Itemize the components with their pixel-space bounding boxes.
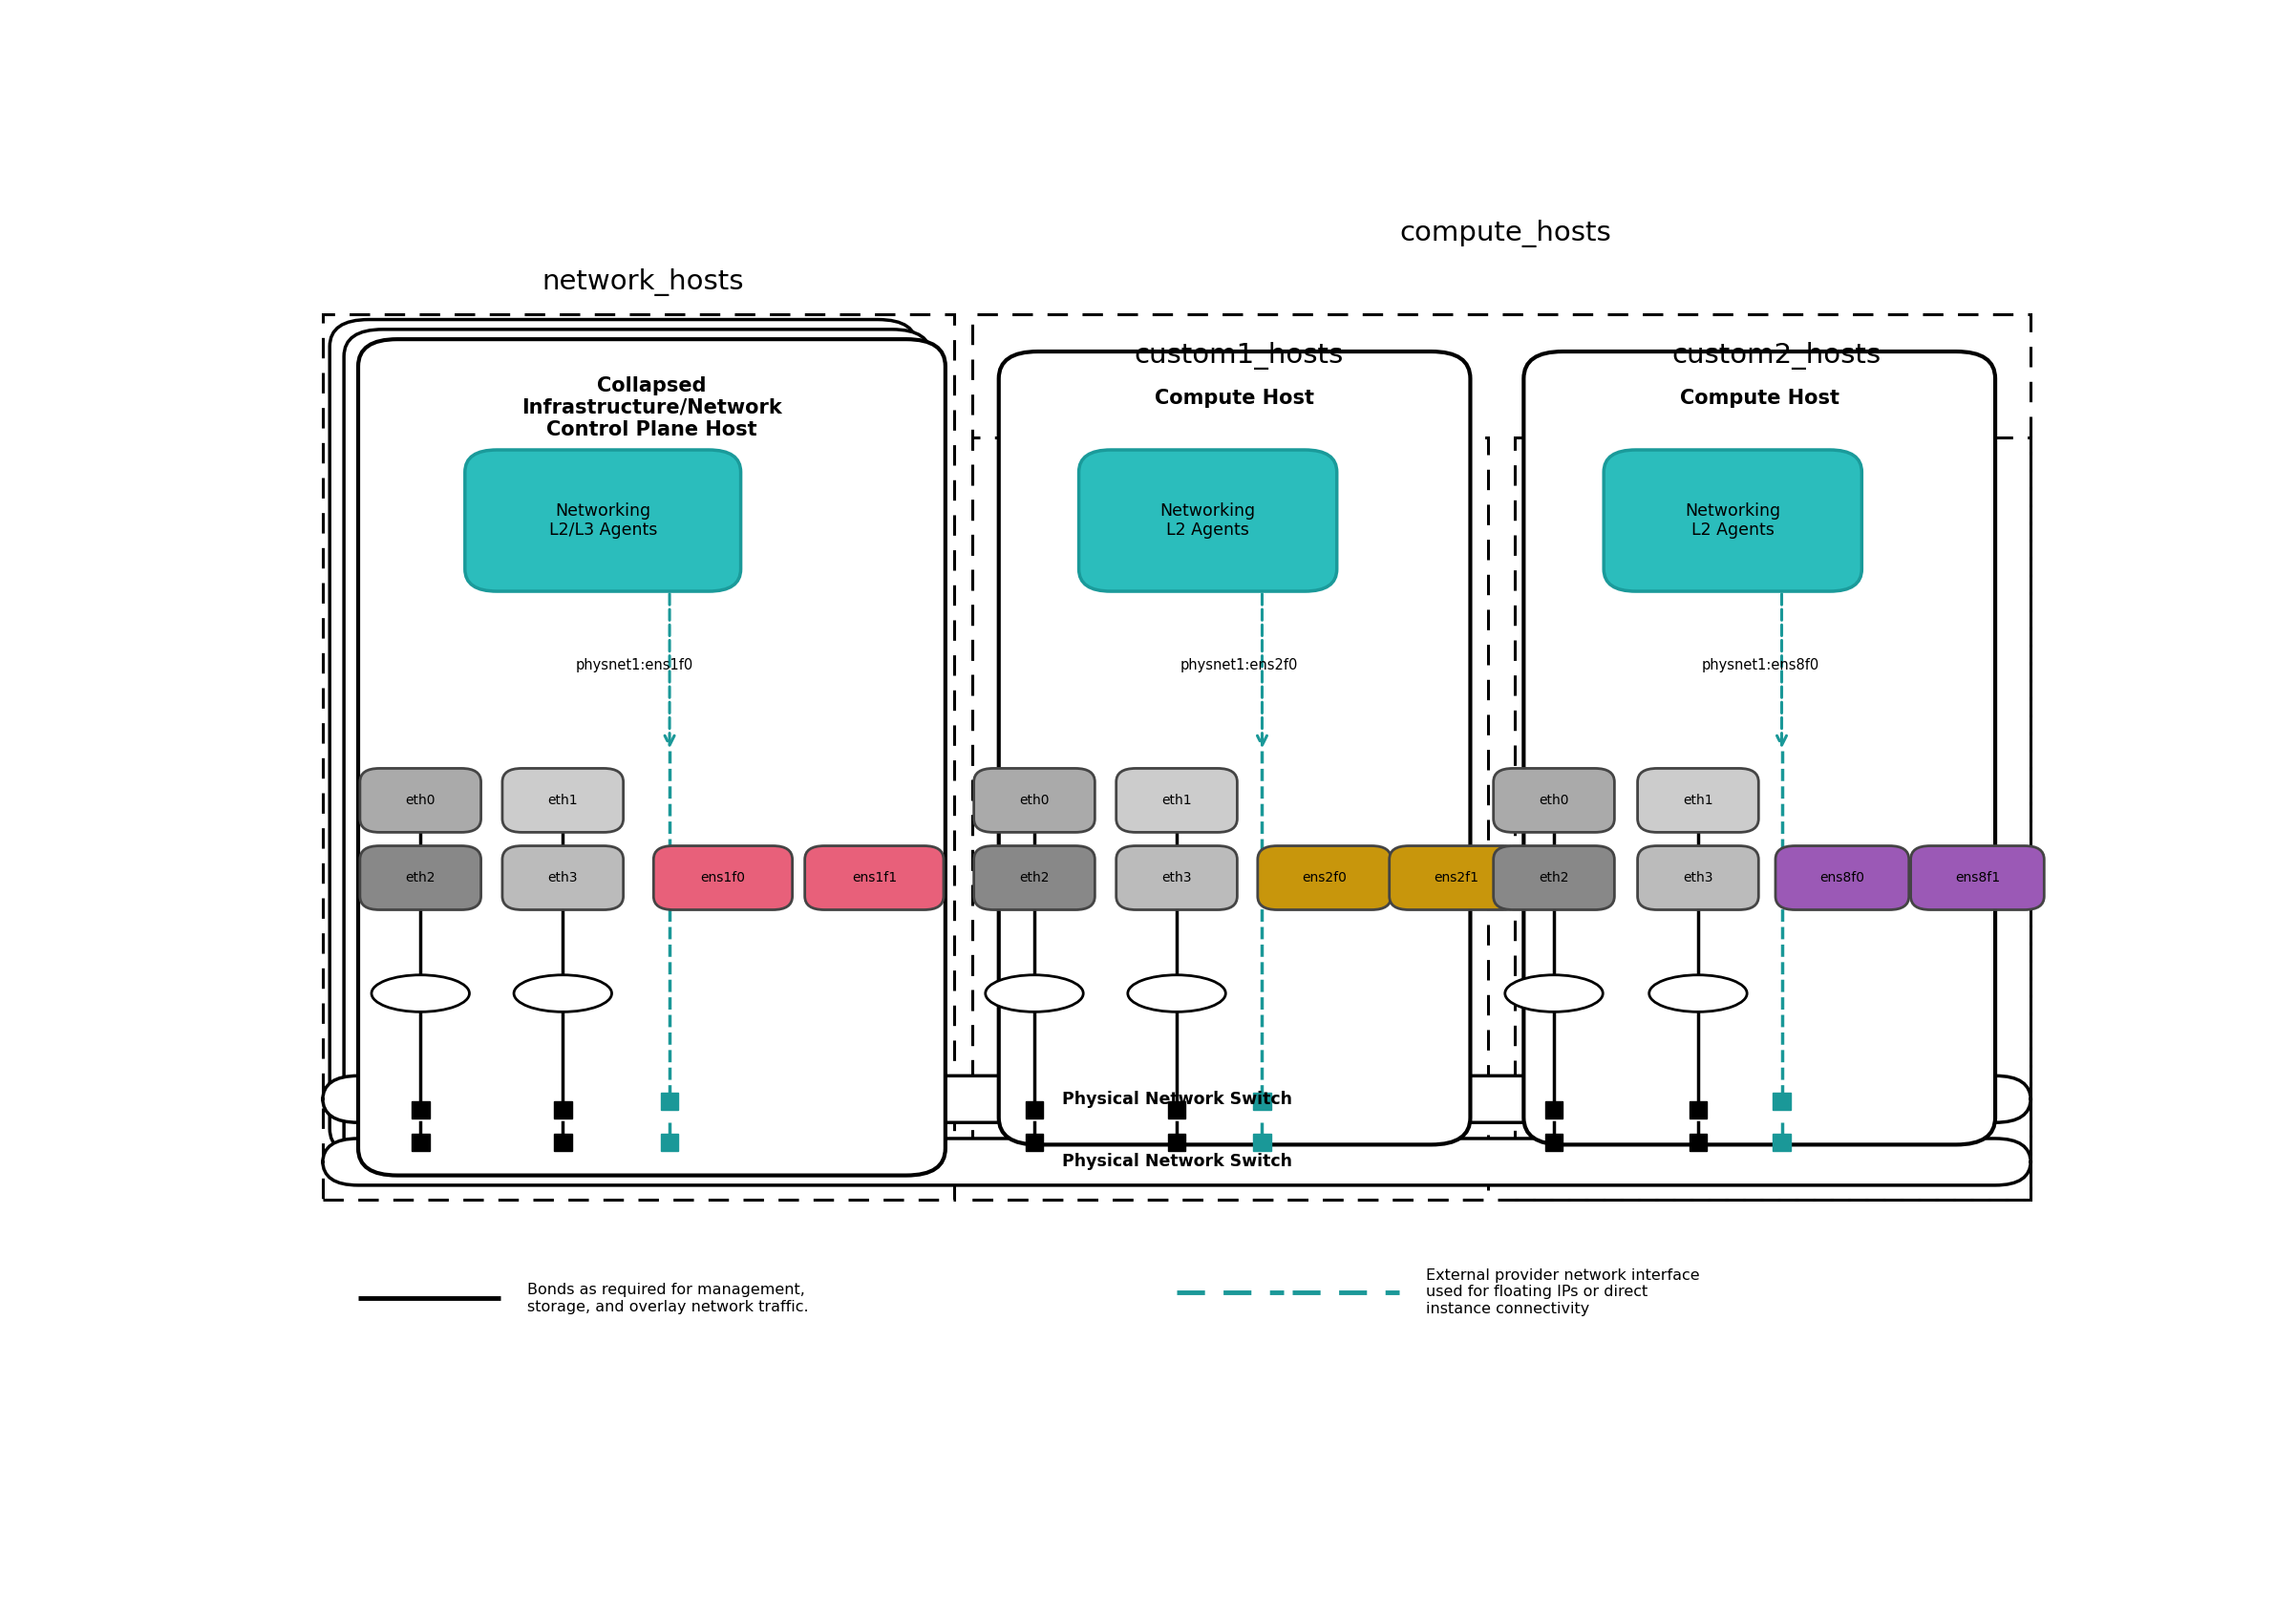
Text: eth0: eth0	[1019, 794, 1049, 806]
Text: eth1: eth1	[1683, 794, 1713, 806]
Bar	[1254, 1134, 1272, 1151]
Bar	[1773, 1092, 1791, 1110]
FancyBboxPatch shape	[654, 846, 792, 910]
Text: physnet1:ens8f0: physnet1:ens8f0	[1701, 658, 1818, 672]
Bar	[1254, 1092, 1272, 1110]
Text: Compute Host: Compute Host	[1681, 388, 1839, 407]
FancyBboxPatch shape	[1637, 768, 1759, 832]
Text: ens2f0: ens2f0	[1302, 870, 1348, 885]
FancyBboxPatch shape	[321, 1139, 2030, 1185]
Text: Physical Network Switch: Physical Network Switch	[1061, 1091, 1293, 1108]
Text: eth2: eth2	[1538, 870, 1568, 885]
Bar	[553, 1134, 572, 1151]
Ellipse shape	[372, 974, 468, 1012]
Text: ens8f0: ens8f0	[1821, 870, 1864, 885]
Text: eth3: eth3	[1683, 870, 1713, 885]
FancyBboxPatch shape	[331, 319, 916, 1156]
Text: External provider network interface
used for floating IPs or direct
instance con: External provider network interface used…	[1426, 1268, 1699, 1316]
Bar	[1026, 1134, 1042, 1151]
Ellipse shape	[1127, 974, 1226, 1012]
FancyBboxPatch shape	[1603, 450, 1862, 591]
Bar	[1026, 1102, 1042, 1119]
Ellipse shape	[985, 974, 1084, 1012]
Text: network_hosts: network_hosts	[542, 268, 744, 295]
Text: eth2: eth2	[406, 870, 436, 885]
FancyBboxPatch shape	[1637, 846, 1759, 910]
FancyBboxPatch shape	[1775, 846, 1908, 910]
Bar	[321, 315, 955, 1199]
FancyBboxPatch shape	[806, 846, 944, 910]
FancyBboxPatch shape	[1910, 846, 2043, 910]
Bar	[1690, 1134, 1706, 1151]
Text: physnet1:ens2f0: physnet1:ens2f0	[1180, 658, 1297, 672]
FancyBboxPatch shape	[360, 846, 480, 910]
FancyBboxPatch shape	[1258, 846, 1391, 910]
FancyBboxPatch shape	[464, 450, 742, 591]
Bar	[1545, 1102, 1564, 1119]
Text: eth1: eth1	[1162, 794, 1192, 806]
Text: ens2f1: ens2f1	[1433, 870, 1479, 885]
Text: compute_hosts: compute_hosts	[1401, 219, 1612, 248]
Bar	[1169, 1102, 1185, 1119]
Text: custom1_hosts: custom1_hosts	[1134, 342, 1343, 371]
Bar	[1169, 1134, 1185, 1151]
FancyBboxPatch shape	[1079, 450, 1336, 591]
FancyBboxPatch shape	[360, 768, 480, 832]
Ellipse shape	[1649, 974, 1747, 1012]
Text: ens8f1: ens8f1	[1954, 870, 2000, 885]
Text: Compute Host: Compute Host	[1155, 388, 1313, 407]
FancyBboxPatch shape	[1492, 846, 1614, 910]
Bar	[1545, 1134, 1564, 1151]
FancyBboxPatch shape	[1116, 846, 1238, 910]
FancyBboxPatch shape	[974, 846, 1095, 910]
FancyBboxPatch shape	[1492, 768, 1614, 832]
FancyBboxPatch shape	[999, 351, 1469, 1145]
Text: eth3: eth3	[1162, 870, 1192, 885]
Text: Networking
L2/L3 Agents: Networking L2/L3 Agents	[549, 501, 657, 540]
Text: ens1f0: ens1f0	[700, 870, 746, 885]
Text: eth2: eth2	[1019, 870, 1049, 885]
Text: Bonds as required for management,
storage, and overlay network traffic.: Bonds as required for management, storag…	[528, 1282, 808, 1314]
Bar	[1690, 1102, 1706, 1119]
FancyBboxPatch shape	[344, 329, 932, 1166]
Text: custom2_hosts: custom2_hosts	[1671, 342, 1880, 371]
Bar	[1515, 438, 2030, 1199]
FancyBboxPatch shape	[321, 1076, 2030, 1123]
Text: Networking
L2 Agents: Networking L2 Agents	[1685, 501, 1782, 540]
Ellipse shape	[1504, 974, 1603, 1012]
Text: ens1f1: ens1f1	[852, 870, 898, 885]
Bar	[661, 1134, 680, 1151]
FancyBboxPatch shape	[1389, 846, 1522, 910]
Text: Collapsed
Infrastructure/Network
Control Plane Host: Collapsed Infrastructure/Network Control…	[521, 375, 783, 439]
Bar	[411, 1134, 429, 1151]
FancyBboxPatch shape	[1116, 768, 1238, 832]
FancyBboxPatch shape	[358, 339, 946, 1175]
Text: Networking
L2 Agents: Networking L2 Agents	[1159, 501, 1256, 540]
Text: eth0: eth0	[406, 794, 436, 806]
Bar	[661, 1092, 680, 1110]
FancyBboxPatch shape	[974, 768, 1095, 832]
Text: eth1: eth1	[549, 794, 579, 806]
FancyBboxPatch shape	[1525, 351, 1995, 1145]
FancyBboxPatch shape	[503, 768, 622, 832]
Bar	[1773, 1134, 1791, 1151]
FancyBboxPatch shape	[503, 846, 622, 910]
Text: Physical Network Switch: Physical Network Switch	[1061, 1153, 1293, 1171]
Bar	[411, 1102, 429, 1119]
Bar	[971, 315, 2030, 1199]
Bar	[971, 438, 1488, 1199]
Text: eth0: eth0	[1538, 794, 1568, 806]
Bar	[553, 1102, 572, 1119]
Text: physnet1:ens1f0: physnet1:ens1f0	[574, 658, 693, 672]
Text: eth3: eth3	[549, 870, 579, 885]
Ellipse shape	[514, 974, 611, 1012]
